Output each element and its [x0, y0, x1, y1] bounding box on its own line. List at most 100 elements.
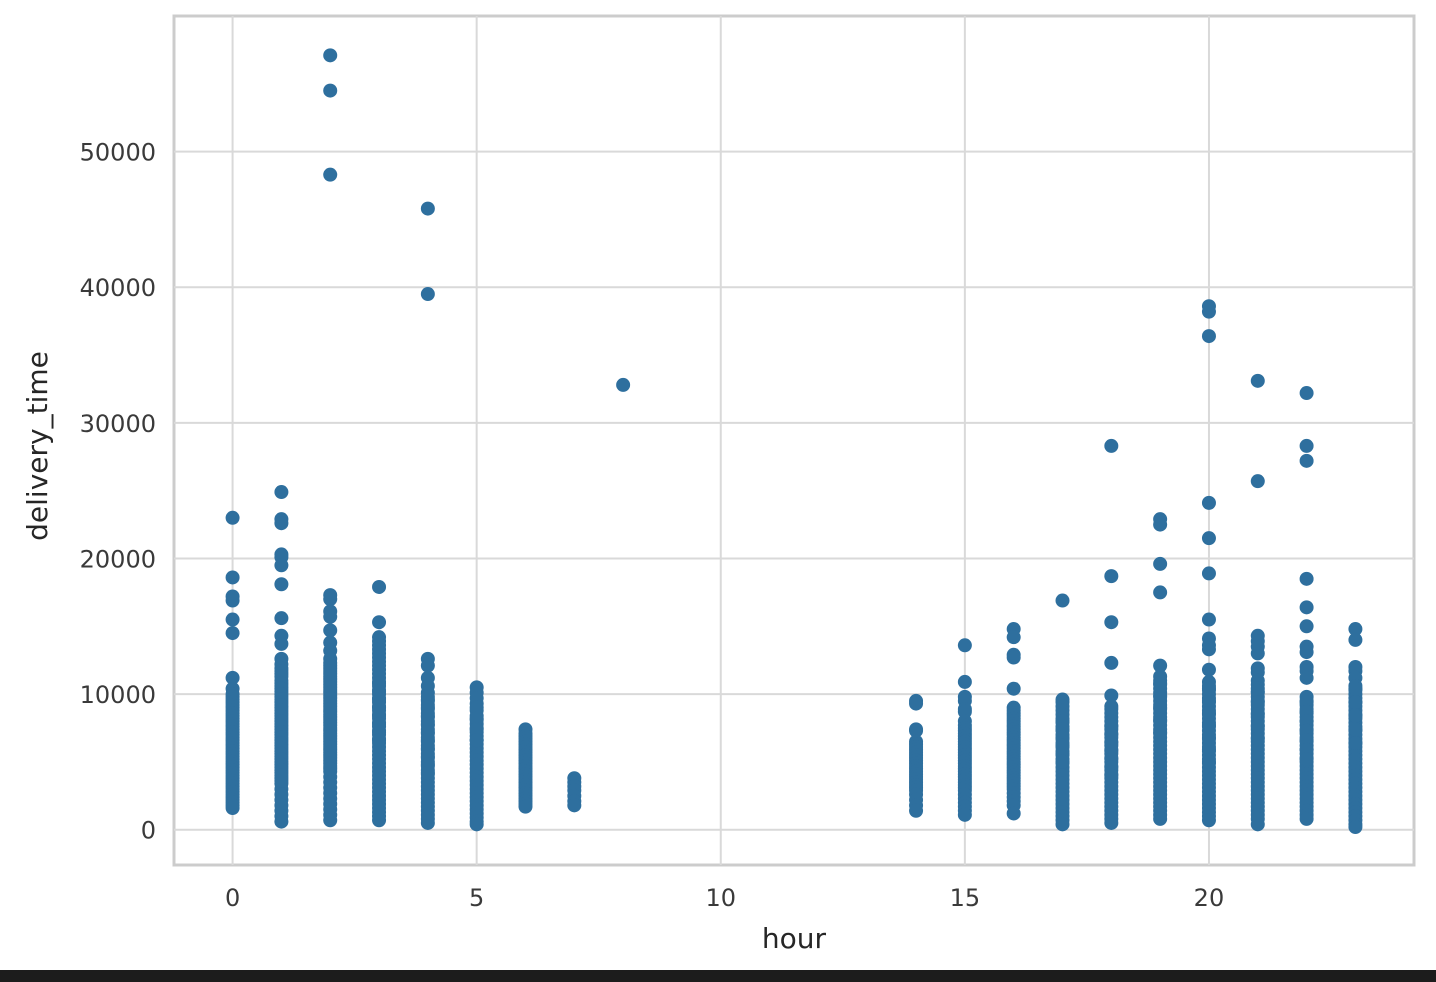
data-point: [1250, 373, 1265, 388]
x-tick-labels: 0 5 10 15 20: [225, 884, 1224, 912]
data-point: [1299, 811, 1314, 826]
data-point: [1201, 754, 1216, 769]
data-point: [274, 814, 289, 829]
data-point: [1201, 706, 1216, 721]
data-point: [372, 579, 387, 594]
x-tick-label: 0: [225, 884, 240, 912]
data-point: [1055, 817, 1070, 832]
data-point: [1348, 735, 1363, 750]
data-point: [274, 558, 289, 573]
data-point: [1299, 619, 1314, 634]
data-point: [1299, 386, 1314, 401]
data-point: [469, 700, 484, 715]
data-point: [1104, 655, 1119, 670]
data-point: [225, 670, 240, 685]
data-point: [323, 761, 338, 776]
data-point: [1250, 474, 1265, 489]
data-point: [1250, 731, 1265, 746]
data-point: [1348, 820, 1363, 835]
data-point: [274, 577, 289, 592]
data-point: [323, 592, 338, 607]
y-tick-labels: 0 10000 20000 30000 40000 50000: [80, 139, 156, 845]
data-point: [1104, 569, 1119, 584]
y-tick-label: 20000: [80, 545, 156, 573]
data-point: [1299, 670, 1314, 685]
data-point: [225, 801, 240, 816]
y-tick-label: 30000: [80, 410, 156, 438]
data-point: [957, 638, 972, 653]
data-point: [372, 615, 387, 630]
data-point: [1250, 695, 1265, 710]
data-point: [1201, 718, 1216, 733]
data-point: [1201, 304, 1216, 319]
data-point: [1348, 622, 1363, 637]
data-point: [323, 609, 338, 624]
data-point: [1299, 438, 1314, 453]
data-point: [469, 722, 484, 737]
data-point: [274, 773, 289, 788]
data-point: [274, 611, 289, 626]
y-tick-label: 10000: [80, 681, 156, 709]
data-point: [420, 287, 435, 302]
data-point: [372, 733, 387, 748]
data-point: [909, 803, 924, 818]
data-point: [1153, 556, 1168, 571]
data-point: [1104, 438, 1119, 453]
data-point: [469, 817, 484, 832]
data-point: [1250, 719, 1265, 734]
data-point: [225, 593, 240, 608]
data-point: [1348, 681, 1363, 696]
data-point: [469, 711, 484, 726]
x-tick-label: 15: [950, 884, 981, 912]
data-point: [1104, 768, 1119, 783]
data-point: [420, 658, 435, 673]
data-point: [420, 765, 435, 780]
data-point: [1055, 754, 1070, 769]
y-axis-title: delivery_time: [21, 351, 54, 541]
y-tick-label: 40000: [80, 274, 156, 302]
data-point: [1153, 688, 1168, 703]
data-point: [1348, 695, 1363, 710]
data-point: [1006, 650, 1021, 665]
data-point: [1201, 531, 1216, 546]
y-tick-label: 0: [141, 817, 156, 845]
data-point: [323, 813, 338, 828]
x-tick-label: 10: [705, 884, 736, 912]
x-tick-label: 5: [469, 884, 484, 912]
data-point: [1055, 593, 1070, 608]
data-point: [1201, 662, 1216, 677]
data-point: [1201, 612, 1216, 627]
data-points: [225, 48, 1363, 835]
data-point: [469, 733, 484, 748]
data-point: [1250, 684, 1265, 699]
data-point: [1201, 693, 1216, 708]
data-point: [1201, 566, 1216, 581]
data-point: [616, 377, 631, 392]
data-point: [1299, 571, 1314, 586]
data-point: [1348, 708, 1363, 723]
data-point: [1201, 813, 1216, 828]
data-point: [1348, 722, 1363, 737]
data-point: [1201, 329, 1216, 344]
data-point: [1201, 495, 1216, 510]
data-point: [1299, 600, 1314, 615]
data-point: [1201, 681, 1216, 696]
data-point: [225, 612, 240, 627]
data-point: [323, 83, 338, 98]
data-point: [1153, 811, 1168, 826]
data-point: [225, 570, 240, 585]
data-point: [1299, 645, 1314, 660]
data-point: [567, 798, 582, 813]
data-point: [274, 636, 289, 651]
data-point: [225, 626, 240, 641]
data-point: [1006, 630, 1021, 645]
data-point: [420, 815, 435, 830]
data-point: [1299, 453, 1314, 468]
data-point: [1153, 725, 1168, 740]
x-axis-title: hour: [762, 922, 827, 955]
data-point: [1250, 707, 1265, 722]
data-point: [1201, 742, 1216, 757]
data-point: [909, 696, 924, 711]
data-point: [1153, 676, 1168, 691]
data-point: [1348, 632, 1363, 647]
